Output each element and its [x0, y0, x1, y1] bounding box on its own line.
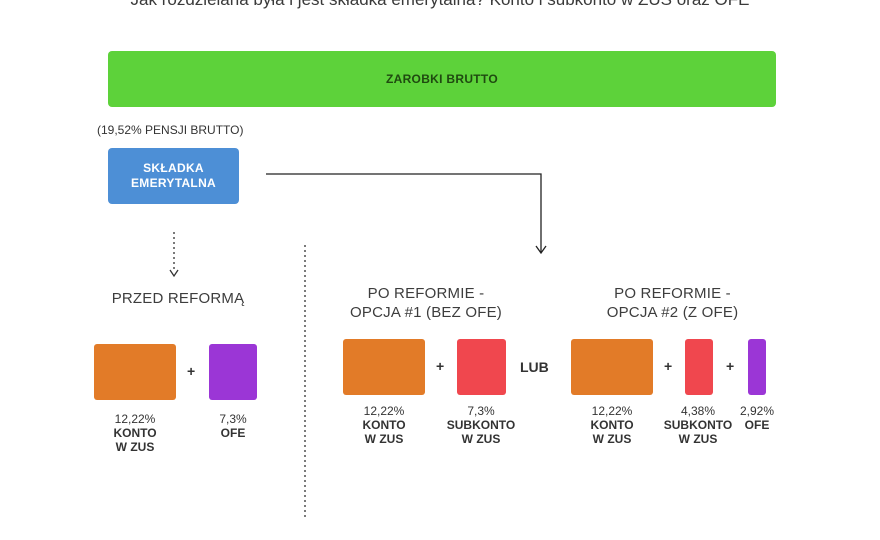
opcja2-ofe-line1: OFE [744, 418, 770, 432]
opcja1-heading-line1: PO REFORMIE - [367, 285, 485, 302]
zarobki-brutto-banner: ZAROBKI BRUTTO [108, 51, 776, 107]
przed-konto-box [94, 344, 176, 400]
przed-heading: PRZED REFORMĄ [98, 289, 258, 308]
opcja2-heading: PO REFORMIE - OPCJA #2 (Z OFE) [585, 284, 760, 322]
skladka-line-2: EMERYTALNA [131, 176, 216, 190]
opcja1-subkonto-box [457, 339, 506, 395]
opcja2-subkonto-box [685, 339, 713, 395]
opcja1-heading: PO REFORMIE - OPCJA #1 (BEZ OFE) [336, 284, 516, 322]
przed-konto-line2: W ZUS [115, 440, 155, 454]
opcja1-konto-box [343, 339, 425, 395]
przed-ofe-box [209, 344, 257, 400]
opcja1-subkonto-pct: 7,3% [467, 404, 495, 418]
opcja1-subkonto-line1: SUBKONTO [446, 418, 516, 432]
lub-text: LUB [520, 359, 549, 375]
arrowhead-przed [169, 269, 179, 278]
opcja2-subkonto-line2: W ZUS [678, 432, 718, 446]
opcja2-konto-line1: KONTO [590, 418, 634, 432]
przed-heading-line: PRZED REFORMĄ [111, 290, 245, 307]
przed-konto-line1: KONTO [113, 426, 157, 440]
skladka-line-1: SKŁADKA [143, 161, 204, 175]
opcja2-subkonto-pct: 4,38% [680, 404, 716, 418]
opcja2-heading-line1: PO REFORMIE - [614, 285, 731, 302]
opcja1-konto-pct: 12,22% [363, 404, 405, 418]
page-title: Jak rozdzielana była i jest składka emer… [0, 0, 880, 10]
opcja2-heading-line2: OPCJA #2 (Z OFE) [606, 304, 739, 321]
opcja1-konto-line1: KONTO [362, 418, 406, 432]
opcja2-konto-line2: W ZUS [592, 432, 632, 446]
przed-ofe-pct: 7,3% [219, 412, 247, 426]
opcja1-konto-label: 12,22% KONTO W ZUS [343, 404, 425, 446]
opcja2-ofe-box [748, 339, 766, 395]
opcja2-ofe-label: 2,92% OFE [734, 404, 780, 432]
elbow-arrow-po-reformie [266, 173, 542, 252]
opcja1-subkonto-label: 7,3% SUBKONTO W ZUS [441, 404, 521, 446]
przed-ofe-line1: OFE [220, 426, 246, 440]
opcja2-plus-1: + [664, 358, 673, 374]
opcja2-konto-pct: 12,22% [591, 404, 633, 418]
opcja2-konto-label: 12,22% KONTO W ZUS [571, 404, 653, 446]
pension-percent-note: (19,52% PENSJI BRUTTO) [97, 123, 244, 137]
opcja1-subkonto-line2: W ZUS [461, 432, 501, 446]
opcja2-ofe-pct: 2,92% [739, 404, 775, 418]
opcja2-konto-box [571, 339, 653, 395]
opcja1-konto-line2: W ZUS [364, 432, 404, 446]
opcja2-plus-2: + [726, 358, 735, 374]
opcja2-subkonto-line1: SUBKONTO [663, 418, 733, 432]
opcja1-heading-line2: OPCJA #1 (BEZ OFE) [350, 304, 502, 321]
skladka-emerytalna-box: SKŁADKA EMERYTALNA [108, 148, 239, 204]
przed-konto-label: 12,22% KONTO W ZUS [95, 412, 175, 454]
przed-ofe-label: 7,3% OFE [203, 412, 263, 440]
opcja1-plus: + [436, 358, 445, 374]
opcja2-subkonto-label: 4,38% SUBKONTO W ZUS [660, 404, 736, 446]
arrowhead-po-reformie [535, 245, 547, 255]
przed-plus: + [187, 363, 196, 379]
przed-konto-pct: 12,22% [114, 412, 156, 426]
